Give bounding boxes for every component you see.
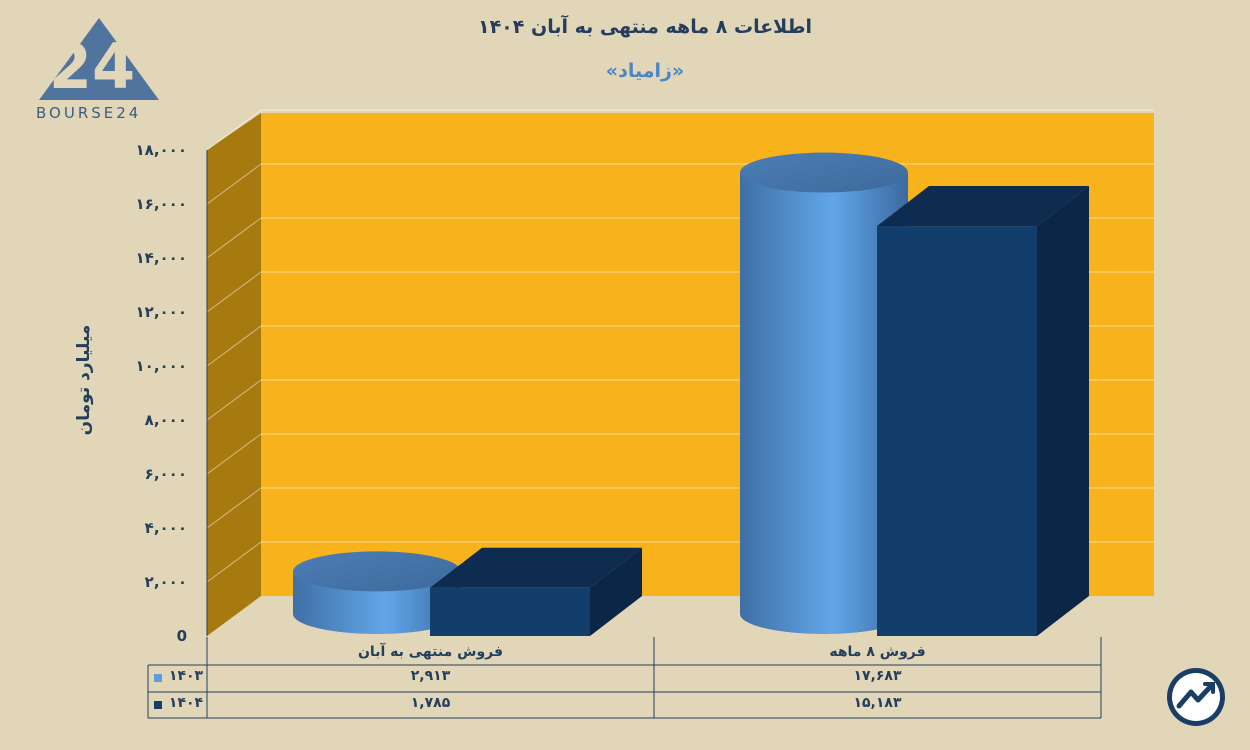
bar-1404-1-side [590, 547, 642, 636]
bourse24-logo: 24 [34, 14, 164, 108]
gridline-side-8 [206, 163, 262, 205]
y-tick-label-4: ۸,۰۰۰ [145, 411, 187, 429]
logo-text: BOURSE24 [36, 104, 142, 122]
y-tick-label-2: ۴,۰۰۰ [145, 519, 187, 537]
gridline-side-3 [206, 433, 262, 475]
gridline-side-1 [206, 541, 262, 583]
data-label-1404-cat2: ۱۵,۱۸۳ [853, 695, 902, 711]
plot-side-wall [207, 113, 261, 636]
legend-swatch-1404 [154, 701, 162, 709]
trend-arrow-icon [1165, 666, 1227, 732]
logo-mark: 24 [49, 30, 135, 103]
chart-title: اطلاعات ۸ ماهه منتهی به آبان ۱۴۰۴ [477, 16, 813, 38]
legend-swatch-1403 [154, 674, 162, 682]
table-category-2: فروش ۸ ماهه [829, 644, 926, 660]
bar-1404-2-top [877, 186, 1089, 227]
bar-1404-2-side [1037, 186, 1089, 636]
bar-1404-1-top [430, 547, 642, 588]
table-category-1: فروش منتهی به آبان [357, 644, 504, 660]
bar-1404-1 [430, 587, 590, 636]
y-tick-label-0: 0 [177, 627, 187, 645]
legend-label-1404: ۱۴۰۴ [168, 695, 204, 711]
y-tick-label-9: ۱۸,۰۰۰ [136, 141, 187, 159]
y-tick-label-8: ۱۶,۰۰۰ [136, 195, 187, 213]
bar-1404-2 [877, 226, 1037, 636]
gridline-side-5 [206, 325, 262, 367]
bar-1403-2-top [740, 152, 908, 193]
bar-1403-1-top [293, 551, 461, 592]
y-tick-label-6: ۱۲,۰۰۰ [136, 303, 187, 321]
legend-label-1403: ۱۴۰۳ [168, 668, 204, 684]
gridline-side-9 [206, 109, 262, 151]
y-tick-label-1: ۲,۰۰۰ [145, 573, 187, 591]
gridline-side-2 [206, 487, 262, 529]
gridline-side-7 [206, 217, 262, 259]
data-label-1404-cat1: ۱,۷۸۵ [410, 695, 451, 711]
chart-subtitle: «زامیاد» [605, 60, 685, 82]
gridline-side-4 [206, 379, 262, 421]
data-label-1403-cat2: ۱۷,۶۸۳ [853, 668, 902, 684]
bar-1403-2 [740, 172, 908, 634]
gridline-side-6 [206, 271, 262, 313]
y-tick-label-5: ۱۰,۰۰۰ [136, 357, 187, 375]
data-label-1403-cat1: ۲,۹۱۳ [410, 668, 451, 684]
y-tick-label-7: ۱۴,۰۰۰ [136, 249, 187, 267]
y-tick-label-3: ۶,۰۰۰ [145, 465, 187, 483]
